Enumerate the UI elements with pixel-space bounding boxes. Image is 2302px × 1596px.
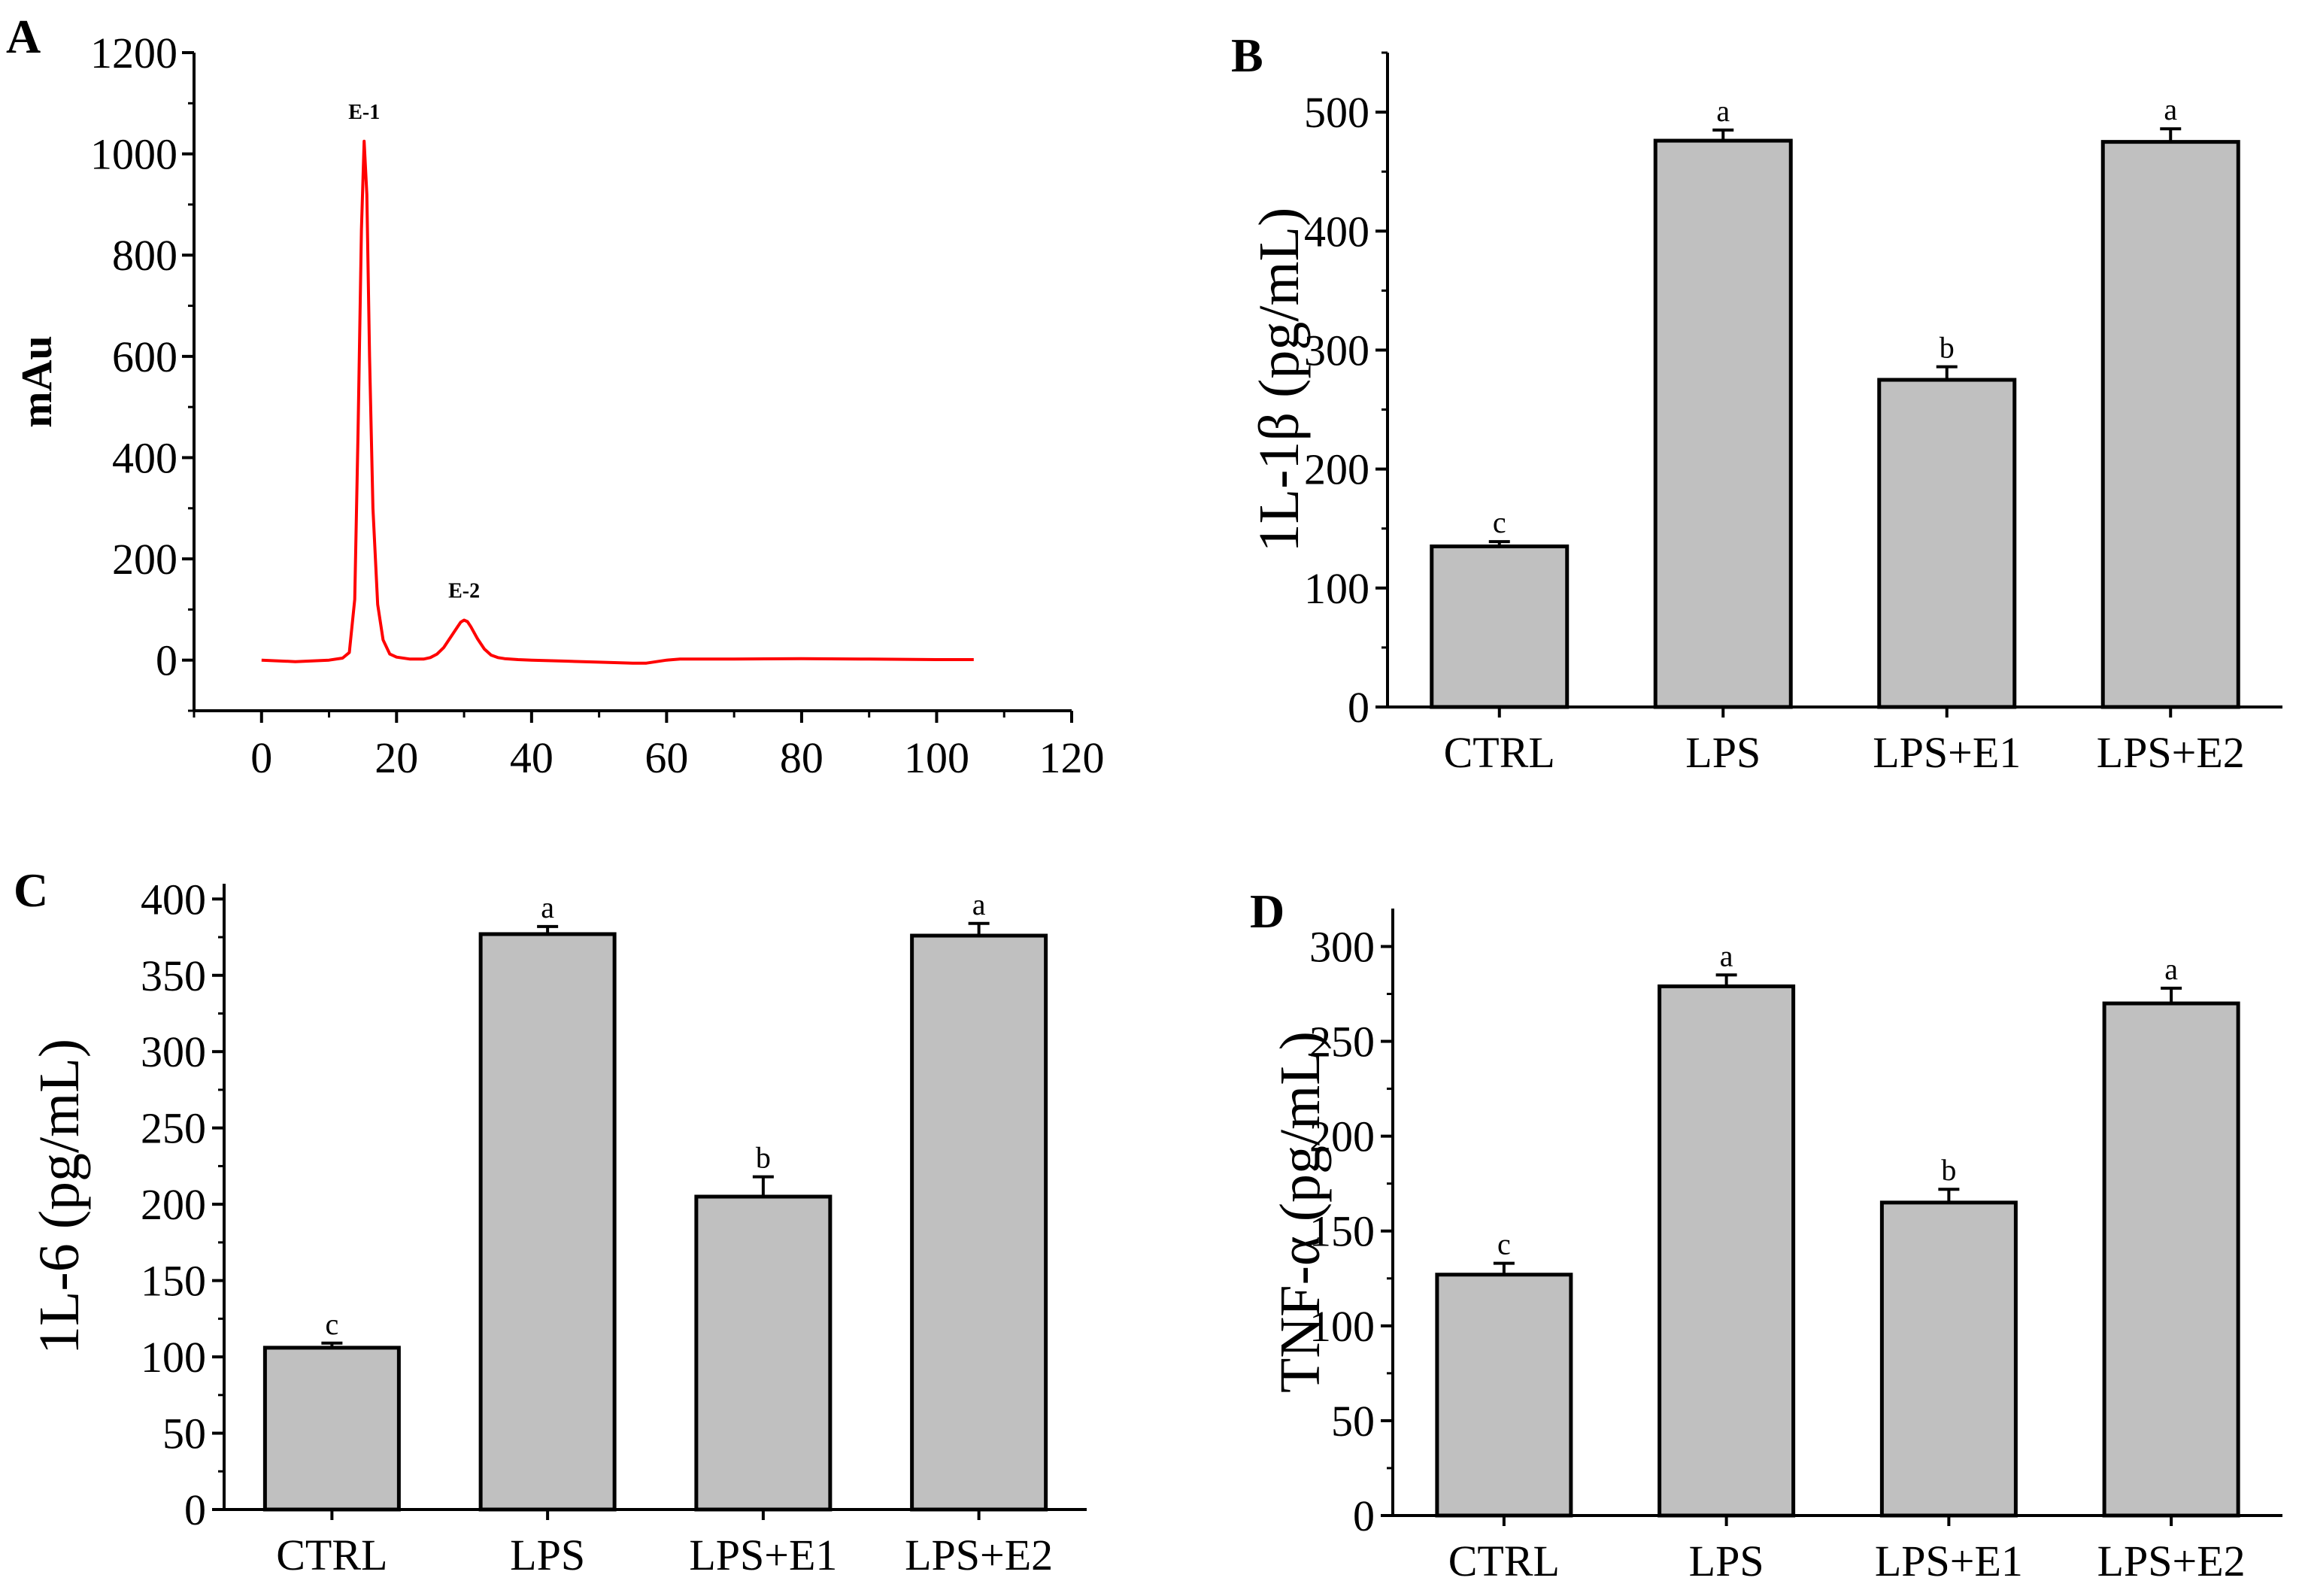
significance-label: c: [325, 1307, 338, 1341]
y-tick-label: 600: [112, 332, 177, 381]
y-tick-label: 300: [1304, 326, 1369, 375]
y-tick-label: 250: [141, 1104, 206, 1153]
y-tick-label: 300: [1309, 922, 1375, 971]
panel-a-chromatogram: A 0 200 400 600 800 1000 1200 0 20 40 60 80 100 120 mAu…: [6, 10, 1105, 782]
peak-label: E-1: [348, 101, 380, 124]
y-tick-label: 500: [1304, 88, 1369, 137]
significance-label: a: [972, 888, 986, 921]
peak-label: E-2: [448, 580, 480, 603]
bar-lps-e1: [1877, 378, 2017, 709]
significance-label: b: [1941, 1153, 1956, 1187]
significance-label: a: [1716, 94, 1730, 128]
x-tick-label: 100: [904, 733, 969, 782]
bar-ctrl: [1435, 1273, 1573, 1518]
significance-label: a: [2164, 93, 2177, 126]
y-axis-title: TNF-α (pg/mL): [1269, 1031, 1332, 1393]
y-tick-label: 400: [112, 433, 177, 482]
significance-label: b: [1940, 331, 1955, 365]
y-tick-label: 100: [141, 1333, 206, 1382]
x-tick-label: CTRL: [1444, 728, 1555, 777]
x-tick-label: LPS: [1685, 728, 1761, 777]
x-tick-label: LPS+E1: [689, 1531, 837, 1579]
bar-lps: [1658, 984, 1796, 1518]
series-line-chromatogram: [261, 139, 974, 665]
y-tick-label: 100: [1309, 1302, 1375, 1351]
significance-label: a: [2164, 952, 2178, 986]
bar-lps-e1: [694, 1194, 833, 1512]
y-tick-label: 0: [1348, 683, 1369, 732]
x-tick-label: LPS: [1689, 1537, 1764, 1585]
x-tick-label: LPS+E1: [1873, 728, 2021, 777]
y-tick-label: 150: [1309, 1207, 1375, 1256]
panel-letter: A: [6, 10, 41, 63]
y-tick-label: 400: [1304, 207, 1369, 256]
y-tick-label: 200: [1309, 1112, 1375, 1161]
x-tick-label: 0: [250, 733, 272, 782]
y-axis-title: mAu: [12, 335, 61, 427]
y-tick-label: 50: [162, 1409, 206, 1458]
x-tick-label: LPS+E2: [905, 1531, 1053, 1579]
y-tick-label: 1200: [90, 29, 177, 77]
x-tick-label: LPS+E2: [2097, 1537, 2246, 1585]
y-tick-label: 0: [1353, 1491, 1375, 1540]
y-tick-label: 350: [141, 951, 206, 1000]
y-axis-title: 1L-6 (pg/mL): [28, 1039, 91, 1355]
x-tick-label: 40: [510, 733, 554, 782]
x-tick-label: CTRL: [1448, 1537, 1560, 1585]
significance-label: b: [756, 1141, 771, 1175]
significance-label: c: [1493, 505, 1506, 539]
panel-d-tnfa-bar-chart: D 0 50 100 150 200 250 300 TNF-α (pg/mL) c CTRL a LP…: [1250, 884, 2282, 1585]
x-tick-label: 60: [644, 733, 688, 782]
y-tick-label: 800: [112, 231, 177, 280]
x-tick-label: LPS+E2: [2097, 728, 2245, 777]
significance-label: c: [1497, 1227, 1511, 1261]
y-tick-label: 300: [141, 1027, 206, 1076]
significance-label: a: [541, 891, 554, 924]
y-tick-label: 0: [184, 1485, 206, 1534]
y-tick-label: 50: [1331, 1397, 1375, 1446]
y-tick-label: 200: [141, 1180, 206, 1229]
y-axis-title: 1L-1β (pg/mL): [1248, 208, 1311, 553]
panel-letter: D: [1250, 884, 1284, 938]
y-tick-label: 150: [141, 1257, 206, 1306]
panel-letter: B: [1231, 29, 1263, 82]
x-tick-label: 120: [1039, 733, 1105, 782]
bar-lps-e1: [1879, 1200, 2018, 1518]
bar-lps: [478, 932, 617, 1512]
y-tick-label: 200: [112, 535, 177, 584]
bar-lps: [1653, 138, 1793, 709]
y-tick-label: 250: [1309, 1018, 1375, 1067]
bar-lps-e2: [2102, 1001, 2240, 1518]
bar-ctrl: [1430, 544, 1570, 709]
y-tick-label: 0: [156, 636, 177, 685]
panel-c-il6-bar-chart: C 0 50 100 150 200 250 300 350 400 1L-6 (pg/mL) c CT…: [14, 863, 1087, 1579]
bar-lps-e2: [2100, 140, 2240, 709]
x-tick-label: 80: [780, 733, 823, 782]
x-tick-label: LPS: [510, 1531, 585, 1579]
y-tick-label: 400: [141, 875, 206, 924]
x-tick-label: CTRL: [276, 1531, 387, 1579]
y-tick-label: 1000: [90, 130, 177, 179]
bar-lps-e2: [910, 933, 1048, 1512]
significance-label: a: [1720, 939, 1733, 972]
y-tick-label: 100: [1304, 564, 1369, 613]
panel-b-il1b-bar-chart: B 0 100 200 300 400 500 1L-1β (pg/mL) c CTRL a LPS b…: [1231, 29, 2282, 777]
panel-letter: C: [14, 863, 48, 917]
x-tick-label: LPS+E1: [1875, 1537, 2023, 1585]
y-tick-label: 200: [1304, 445, 1369, 494]
bar-ctrl: [262, 1346, 401, 1512]
x-tick-label: 20: [375, 733, 418, 782]
